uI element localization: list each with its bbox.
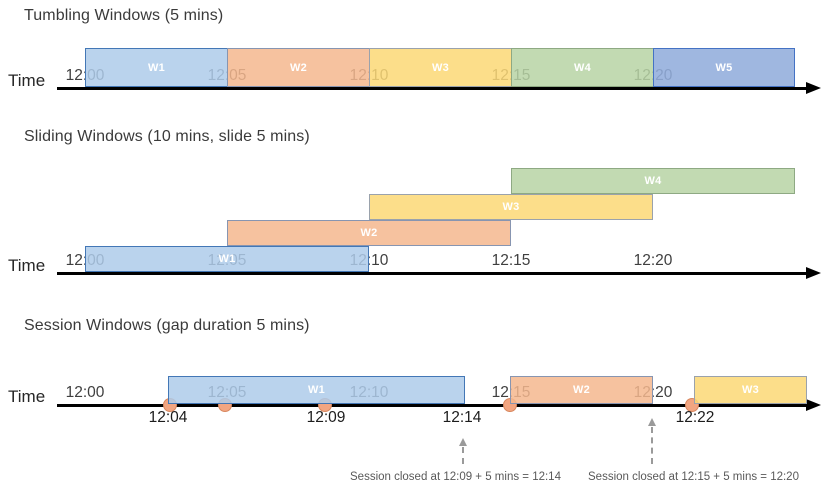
window-label: W3	[741, 384, 760, 396]
sliding-window-w2: W2	[227, 220, 511, 246]
tick-label: 12:20	[633, 252, 673, 269]
dashed-arrow-line	[462, 447, 464, 464]
event-time-label: 12:14	[442, 409, 482, 426]
sliding-window-w3: W3	[369, 194, 653, 220]
session-section-title: Session Windows (gap duration 5 mins)	[24, 317, 310, 334]
tick-label: 12:15	[491, 252, 531, 269]
sliding-window-w1: W1	[85, 246, 369, 272]
window-label: W4	[573, 61, 592, 74]
window-label: W1	[218, 253, 236, 265]
event-time-label: 12:09	[306, 409, 346, 426]
tumbling-window-w2: W2	[227, 48, 370, 87]
time-axis-label: Time	[8, 71, 46, 90]
dashed-arrow-up-icon	[648, 418, 656, 426]
axis-arrowhead-icon	[806, 82, 821, 94]
dashed-arrow-up-icon	[459, 438, 467, 446]
window-label: W4	[644, 175, 662, 187]
axis-line	[57, 87, 807, 90]
window-label: W3	[502, 201, 520, 213]
window-label: W2	[289, 61, 308, 74]
event-time-label: 12:04	[148, 409, 188, 426]
session-window-w1: W1	[168, 376, 465, 404]
tumbling-section-title: Tumbling Windows (5 mins)	[24, 7, 224, 24]
time-axis-label: Time	[8, 387, 46, 406]
tumbling-window-w1: W1	[85, 48, 228, 87]
window-label: W1	[147, 61, 166, 74]
session-window-w2: W2	[510, 376, 653, 404]
axis-arrowhead-icon	[806, 399, 821, 411]
tumbling-window-w3: W3	[369, 48, 512, 87]
window-label: W5	[715, 61, 733, 74]
sliding-section-title: Sliding Windows (10 mins, slide 5 mins)	[24, 128, 310, 145]
session-annotation: Session closed at 12:15 + 5 mins = 12:20	[588, 471, 799, 483]
window-label: W3	[431, 61, 450, 74]
session-window-w3: W3	[694, 376, 807, 404]
time-axis-label: Time	[8, 256, 46, 275]
window-label: W2	[572, 384, 591, 396]
axis-line	[57, 404, 807, 407]
window-label: W1	[307, 384, 326, 396]
sliding-window-w4: W4	[511, 168, 795, 194]
session-annotation: Session closed at 12:09 + 5 mins = 12:14	[350, 471, 561, 483]
axis-line	[57, 272, 807, 275]
tick-label: 12:00	[65, 384, 105, 401]
axis-arrowhead-icon	[806, 267, 821, 279]
tumbling-window-w5: W5	[653, 48, 795, 87]
window-label: W2	[360, 227, 378, 239]
dashed-arrow-line	[651, 427, 653, 464]
tumbling-window-w4: W4	[511, 48, 654, 87]
event-time-label: 12:22	[675, 409, 715, 426]
